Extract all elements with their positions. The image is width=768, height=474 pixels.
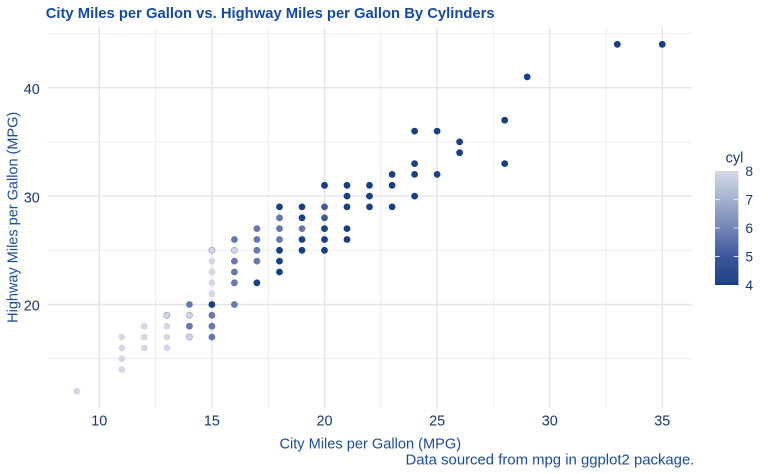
svg-text:Data sourced from mpg in ggplo: Data sourced from mpg in ggplot2 package… xyxy=(406,453,695,469)
svg-text:15: 15 xyxy=(204,414,220,430)
svg-text:City Miles per Gallon vs. High: City Miles per Gallon vs. Highway Miles … xyxy=(46,6,495,22)
svg-text:25: 25 xyxy=(429,414,445,430)
svg-text:4: 4 xyxy=(745,278,753,293)
svg-text:City Miles per Gallon (MPG): City Miles per Gallon (MPG) xyxy=(279,437,461,453)
svg-text:40: 40 xyxy=(24,82,40,98)
svg-text:7: 7 xyxy=(745,193,753,208)
svg-text:20: 20 xyxy=(316,414,332,430)
svg-text:35: 35 xyxy=(654,414,670,430)
svg-text:6: 6 xyxy=(745,221,753,236)
svg-text:8: 8 xyxy=(745,164,753,179)
svg-text:Highway Miles per Gallon (MPG): Highway Miles per Gallon (MPG) xyxy=(5,112,21,323)
svg-text:cyl: cyl xyxy=(726,150,744,166)
svg-text:20: 20 xyxy=(24,299,40,315)
svg-text:30: 30 xyxy=(542,414,558,430)
svg-text:5: 5 xyxy=(745,249,753,264)
svg-text:30: 30 xyxy=(24,190,40,206)
svg-text:10: 10 xyxy=(91,414,107,430)
